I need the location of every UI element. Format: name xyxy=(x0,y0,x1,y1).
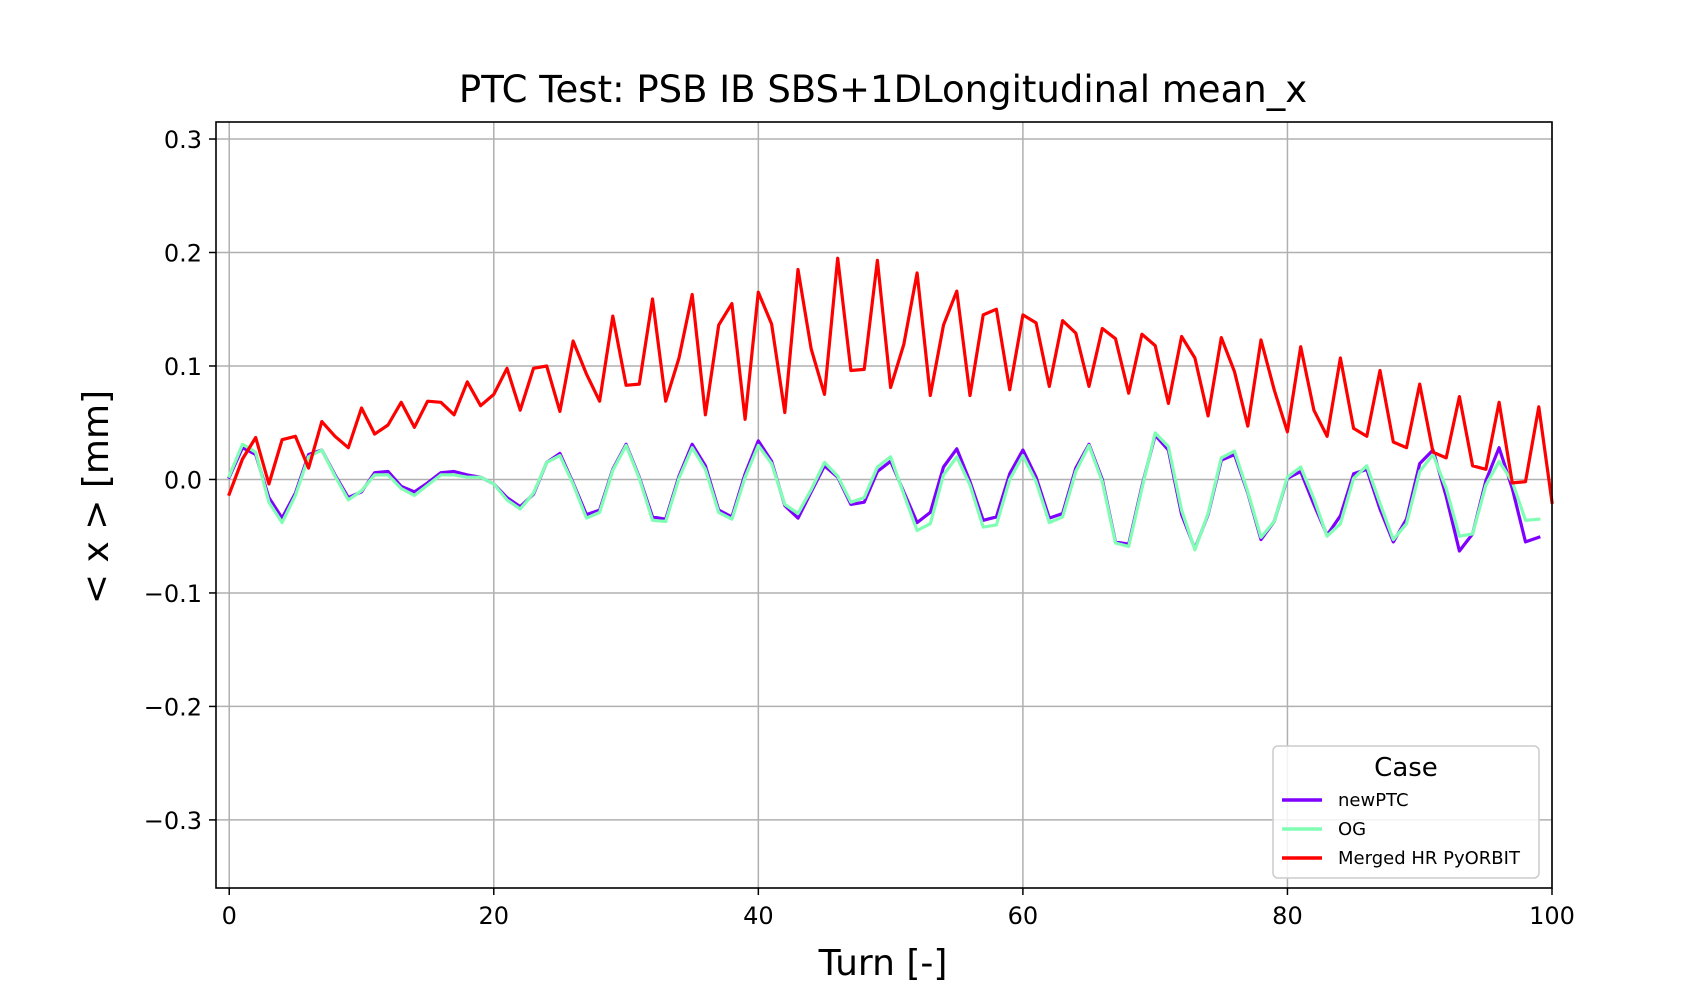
x-tick-label: 20 xyxy=(479,902,510,930)
legend-title: Case xyxy=(1374,753,1438,783)
x-tick-label: 0 xyxy=(222,902,237,930)
x-axis-ticks: 0 20 40 60 80 100 xyxy=(222,888,1575,930)
legend-box xyxy=(1272,745,1540,879)
y-tick-label: −0.3 xyxy=(144,807,202,835)
y-tick-label: 0.1 xyxy=(164,353,202,381)
plot-frame xyxy=(215,121,1553,889)
x-tick-label: 100 xyxy=(1529,902,1575,930)
y-tick-label: 0.0 xyxy=(164,466,202,494)
y-tick-label: 0.3 xyxy=(164,126,202,154)
x-tick-label: 80 xyxy=(1272,902,1303,930)
legend-label: OG xyxy=(1338,819,1366,840)
series-line-2 xyxy=(227,256,1554,505)
y-tick-label: −0.2 xyxy=(144,693,202,721)
x-tick-label: 60 xyxy=(1008,902,1039,930)
y-axis-title: < x > [mm] xyxy=(76,390,117,604)
chart-title: PTC Test: PSB IB SBS+1DLongitudinal mean… xyxy=(459,68,1307,111)
legend-entries: newPTC OG Merged HR PyORBIT xyxy=(1282,790,1521,869)
legend-label: Merged HR PyORBIT xyxy=(1338,848,1521,869)
y-tick-label: 0.2 xyxy=(164,240,202,268)
x-tick-label: 40 xyxy=(743,902,774,930)
series-line-0 xyxy=(227,433,1541,553)
legend: Case newPTC OG Merged HR PyORBIT xyxy=(1272,745,1540,879)
series-lines xyxy=(227,256,1554,553)
x-axis-title: Turn [-] xyxy=(818,943,948,984)
y-axis-ticks: 0.3 0.2 0.1 0.0 −0.1 −0.2 −0.3 xyxy=(144,126,216,835)
y-tick-label: −0.1 xyxy=(144,580,202,608)
series-line-1 xyxy=(227,431,1541,552)
legend-label: newPTC xyxy=(1338,790,1409,811)
